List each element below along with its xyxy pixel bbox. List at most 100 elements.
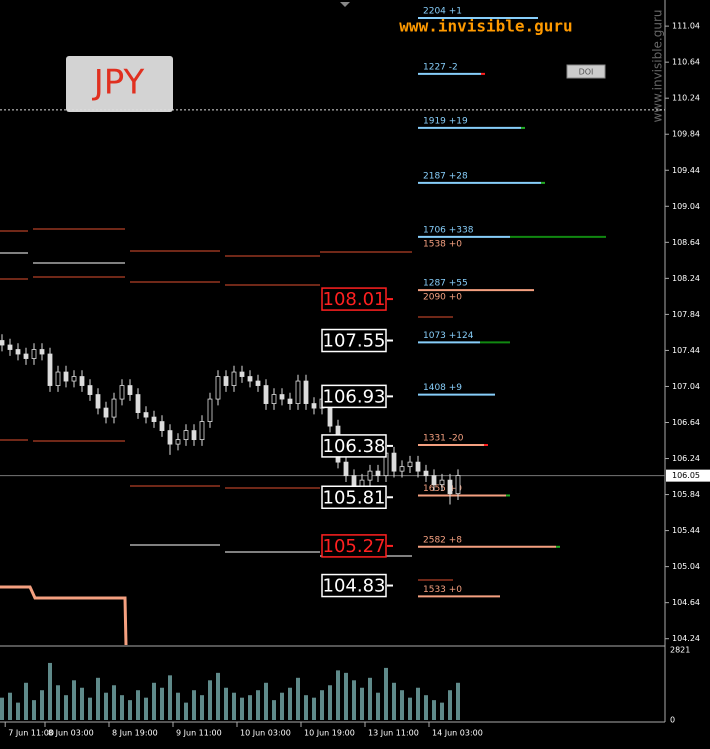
price-label: 107.55 [323,331,386,352]
volume-bar [184,702,188,720]
level-label: 1287 +55 [423,279,468,289]
volume-bar [264,682,268,720]
volume-bar [440,702,444,720]
symbol-label[interactable]: JPY [92,63,145,103]
y-tick-label: 108.24 [672,274,700,283]
volume-bar [392,682,396,720]
x-tick-label: 9 Jun 11:00 [176,729,222,738]
volume-bar [456,682,460,720]
candle-body [375,470,381,477]
candle-body [71,376,77,382]
x-tick-label: 7 Jun 11:00 [8,729,54,738]
y-tick-label: 105.04 [672,562,700,571]
level-note: 1538 +0 [423,239,462,249]
candle-body [271,394,277,404]
volume-bar [104,692,108,720]
candle-body [367,470,373,481]
volume-bar [176,692,180,720]
price-label-box [321,573,387,598]
candle-body [167,430,173,445]
candle-body [423,470,429,477]
candle-body [447,479,453,495]
volume-bar [400,690,404,720]
volume-bar [352,680,356,720]
symbol-button[interactable] [66,56,173,112]
candle-body [39,349,45,355]
volume-bar [280,692,284,720]
volume-bar [8,692,12,720]
volume-bar [384,667,388,720]
watermark-vertical: www.invisible.guru [651,9,665,122]
volume-bar [80,687,84,720]
volume-bar [168,675,172,720]
candle-body [159,421,165,432]
volume-bar [448,690,452,720]
y-tick-label: 104.64 [672,598,700,607]
volume-bar [304,695,308,720]
volume-bar [424,695,428,720]
candle-body [287,398,293,404]
y-tick-label: 110.24 [672,94,700,103]
price-label: 104.83 [323,576,386,597]
y-tick-label: 110.64 [672,58,700,67]
volume-bar [368,677,372,720]
x-tick-label: 10 Jun 19:00 [304,729,355,738]
volume-bar [272,700,276,720]
doi-label[interactable]: DOI [579,68,594,77]
candle-body [135,394,141,413]
last-price-box [666,469,710,482]
candle-body [439,479,445,486]
x-tick-label: 13 Jun 11:00 [368,729,419,738]
candle-body [207,398,213,422]
price-label-box [321,534,387,558]
candle-body [119,385,125,400]
volume-bar [232,692,236,720]
y-tick-label: 109.44 [672,166,700,175]
candle-body [111,398,117,418]
level-label: 1655 +0 [423,484,462,494]
scroll-marker [340,2,350,7]
candle-body [431,475,437,486]
price-label-box [321,287,387,311]
y-tick-label: 106.64 [672,418,700,427]
candle-body [343,461,349,477]
volume-bar [160,687,164,720]
candle-body [87,385,93,395]
candle-body [215,376,221,400]
doi-button[interactable] [566,64,606,79]
volume-bar [16,702,20,720]
volume-bar [344,672,348,720]
y-tick-label: 109.84 [672,130,700,139]
y-tick-label: 111.04 [672,22,700,31]
y-tick-label: 107.04 [672,382,700,391]
candle-body [407,461,413,468]
level-label: 2187 +28 [423,171,468,181]
candle-body [311,403,317,409]
level-label: 1227 -2 [423,62,458,72]
candle-body [7,344,13,350]
candle-body [455,475,461,495]
watermark: www.invisible.guru [399,17,572,36]
level-label: 1073 +124 [423,331,474,341]
candle-body [399,466,405,472]
candle-body [231,371,237,386]
candle-body [415,461,421,472]
volume-bar [152,682,156,720]
volume-bar [32,700,36,720]
volume-bar [216,672,220,720]
volume-bar [360,687,364,720]
level-note: 2090 +0 [423,293,462,303]
volume-bar [408,697,412,720]
y-tick-label: 109.04 [672,202,700,211]
candle-body [303,380,309,404]
volume-bar [64,695,68,720]
volume-bar [144,697,148,720]
y-tick-label: 108.64 [672,238,700,247]
candle-body [223,376,229,386]
volume-bar [112,685,116,720]
volume-bar [296,677,300,720]
y-tick-label: 105.84 [672,490,700,499]
volume-bar [224,687,228,720]
candle-body [255,380,261,386]
level-label: 1919 +19 [423,116,468,126]
